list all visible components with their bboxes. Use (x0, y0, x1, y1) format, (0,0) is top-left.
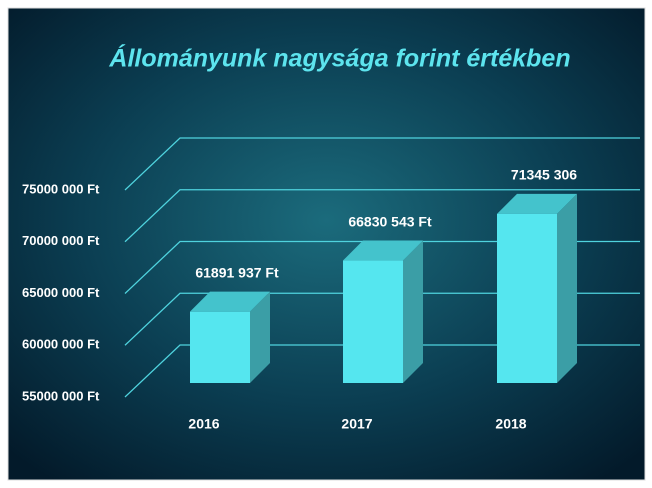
y-tick-label: 75000 000 Ft (22, 181, 100, 196)
chart-title: Állományunk nagysága forint értékben (108, 44, 570, 73)
x-tick-label: 2018 (495, 416, 526, 432)
bar (190, 311, 250, 383)
y-tick-label: 70000 000 Ft (22, 233, 100, 248)
y-tick-label: 60000 000 Ft (22, 337, 100, 352)
y-tick-label: 55000 000 Ft (22, 388, 100, 403)
grid-line (124, 292, 640, 346)
bar-top (343, 240, 423, 261)
x-tick-label: 2017 (341, 416, 372, 432)
data-label: 61891 937 Ft (195, 264, 279, 280)
bar-side (557, 193, 577, 383)
grid-line (124, 189, 640, 243)
data-label: 66830 543 Ft (348, 213, 432, 229)
bar-top (497, 193, 577, 214)
y-tick-label: 65000 000 Ft (22, 285, 100, 300)
bar-top (190, 291, 270, 312)
bar-side (250, 291, 270, 383)
bar-side (403, 240, 423, 383)
x-tick-label: 2016 (188, 416, 219, 432)
grid-line (124, 137, 640, 191)
bar (343, 260, 403, 383)
grid-line (124, 240, 640, 294)
bar (497, 213, 557, 383)
grid-line (124, 344, 640, 398)
data-label: 71345 306 (511, 167, 577, 183)
